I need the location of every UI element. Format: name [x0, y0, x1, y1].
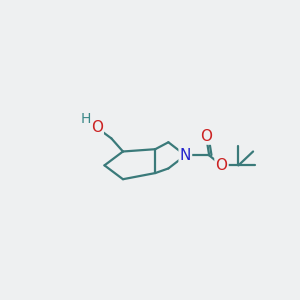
Text: O: O — [200, 129, 212, 144]
Text: N: N — [180, 148, 191, 163]
Text: O: O — [91, 120, 103, 135]
Text: O: O — [215, 158, 227, 173]
Text: H: H — [81, 112, 91, 126]
